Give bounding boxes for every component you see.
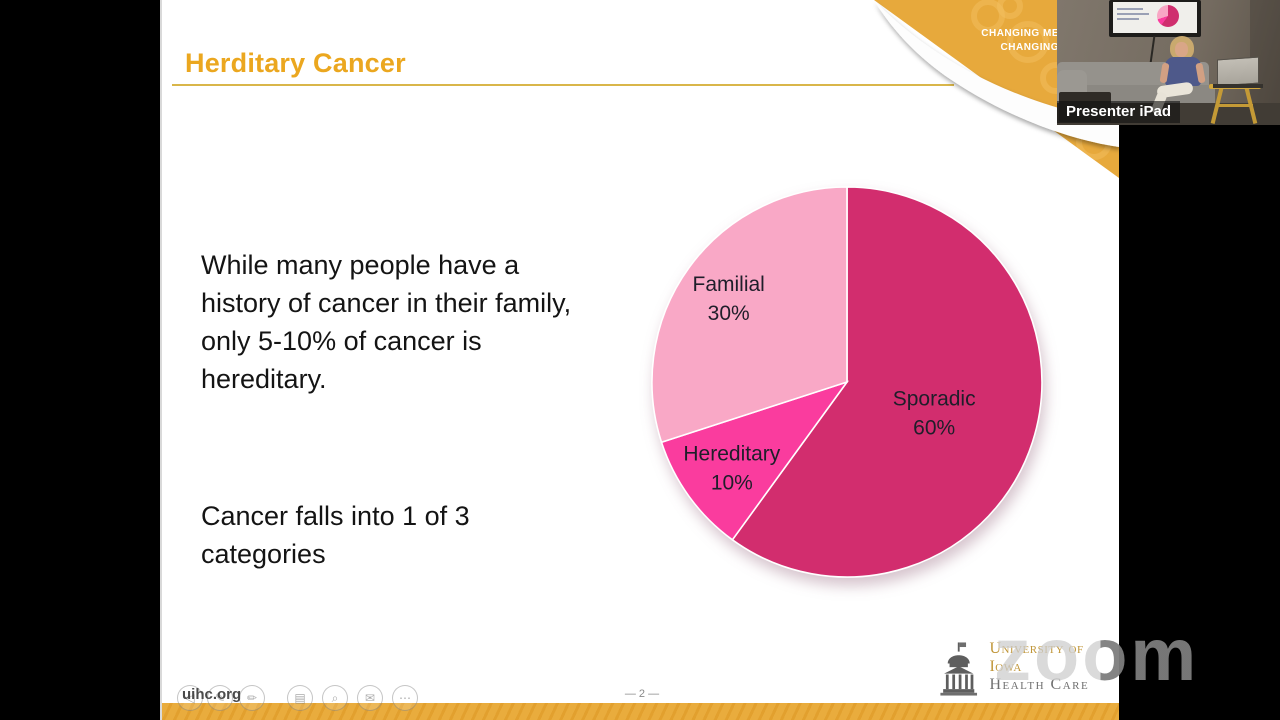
image-icon[interactable]: ▤ (287, 685, 313, 711)
pie-label-familial: Familial 30% (693, 273, 765, 325)
stool-crossbar (1217, 104, 1253, 107)
corner-banner-line1: CHANGING ME (981, 28, 1059, 39)
pie-slice-familial (651, 186, 848, 444)
pie-slice-hereditary (660, 380, 850, 541)
slide-paragraph-1: While many people have a history of canc… (201, 250, 572, 394)
uihc-logo: University of Iowa Health Care (934, 640, 1119, 698)
shared-slide: Herditary Cancer While many people have … (160, 0, 1119, 720)
video-participant-name: Presenter iPad (1057, 101, 1181, 123)
tv-slide-pie (1157, 5, 1179, 27)
presenter-face (1175, 42, 1188, 57)
laptop-base (1213, 84, 1263, 88)
corner-banner-line2: CHANGING (1000, 42, 1059, 53)
pen-icon[interactable]: ✎ (207, 685, 233, 711)
page-number: — 2 — (624, 688, 660, 700)
pie-chart: Sporadic 60% Hereditary 10% Familial 30% (627, 162, 1067, 602)
back-icon[interactable]: ◁ (177, 685, 203, 711)
tv-slide-textline (1117, 13, 1149, 15)
presenter-video-tile[interactable]: Presenter iPad (1057, 0, 1280, 125)
more-icon[interactable]: ⋯ (392, 685, 418, 711)
corner-banner-text: CHANGING ME CHANGING (907, 27, 1059, 55)
pie-label-sporadic: Sporadic 60% (893, 387, 976, 439)
footer-url: uihc.org (182, 686, 242, 703)
tv-slide-textline (1117, 18, 1139, 20)
pie-slice-sporadic (731, 186, 1043, 578)
slide-paragraph-2: Cancer falls into 1 of 3 categories (201, 501, 470, 569)
pie-label-hereditary: Hereditary 10% (683, 443, 780, 495)
slide-title: Herditary Cancer (185, 48, 406, 78)
logo-division: Health Care (989, 676, 1119, 694)
logo-institution: University of Iowa (989, 640, 1119, 676)
pencil-icon[interactable]: ✏ (239, 685, 265, 711)
old-capitol-icon (940, 642, 978, 696)
room-tv-screen (1113, 2, 1197, 33)
mail-icon[interactable]: ✉ (357, 685, 383, 711)
search-icon[interactable]: ⌕ (322, 685, 348, 711)
laptop (1217, 56, 1259, 87)
zoom-watermark: zoom (994, 613, 1200, 696)
title-underline (172, 84, 954, 86)
tv-slide-textline (1117, 8, 1143, 10)
presenter-torso (1165, 57, 1201, 86)
